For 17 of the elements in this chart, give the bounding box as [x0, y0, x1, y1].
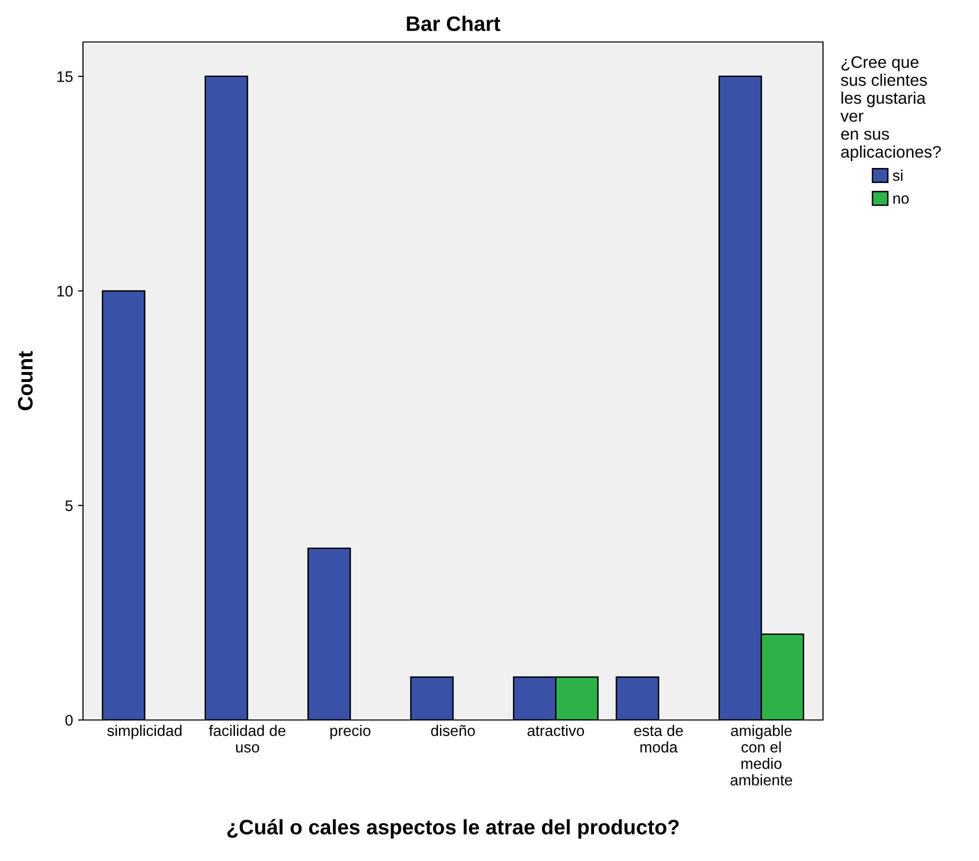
legend-label: no	[893, 195, 909, 204]
chart-title: Bar Chart	[406, 16, 500, 32]
legend-title: ¿Cree que sus clientes les gustaria ver en sus aplicaciones?	[840, 56, 941, 162]
y-axis-title: Count	[18, 351, 33, 410]
x-tick-label: precio	[330, 724, 370, 740]
y-tick-label: 5	[65, 500, 73, 512]
x-tick-label: atractivo	[528, 724, 584, 736]
legend-label: si	[892, 170, 902, 181]
x-tick-label: simplicidad	[107, 724, 182, 740]
y-tick-label: 0	[65, 714, 73, 726]
x-tick-label: diseño	[431, 724, 475, 736]
y-tick-label: 10	[57, 286, 73, 297]
x-tick-label: facilidad de uso	[209, 724, 286, 753]
x-tick-label: amigable con el medio ambiente	[730, 724, 792, 786]
x-tick-label: esta de moda	[634, 724, 683, 753]
x-axis-title: ¿Cuál o cales aspectos le atrae del producto?	[227, 819, 679, 839]
y-tick-label: 15	[57, 71, 73, 82]
